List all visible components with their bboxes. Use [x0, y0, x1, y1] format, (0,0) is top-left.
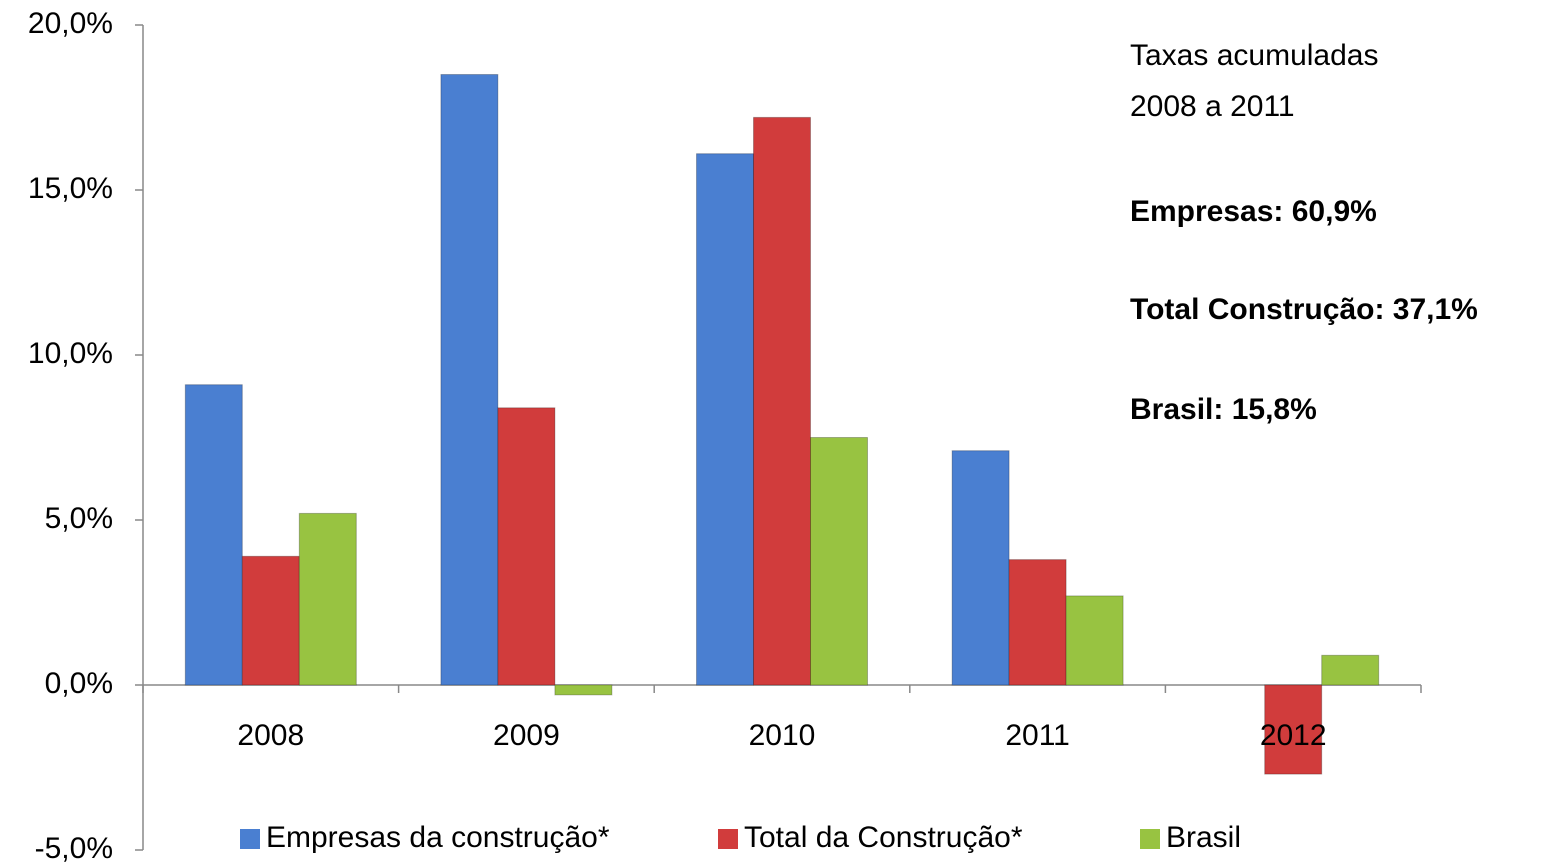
legend-swatch [240, 829, 260, 849]
y-tick-label: -5,0% [35, 832, 113, 865]
bar [696, 153, 754, 686]
y-tick-label: 10,0% [28, 337, 113, 370]
bar [951, 450, 1010, 686]
y-tick-label: 5,0% [45, 502, 113, 535]
x-tick-label: 2012 [1260, 719, 1327, 752]
bar [1065, 595, 1124, 686]
y-tick-label: 15,0% [28, 172, 113, 205]
legend-label: Total da Construção* [744, 821, 1023, 854]
bar [241, 555, 300, 686]
annotation: Total Construção: 37,1% [1130, 293, 1478, 326]
bar [554, 684, 613, 696]
y-tick-label: 20,0% [28, 7, 113, 40]
annotation: Brasil: 15,8% [1130, 393, 1317, 426]
bar [753, 116, 811, 686]
x-tick-label: 2011 [1005, 719, 1070, 752]
bar [440, 74, 499, 686]
bar [184, 384, 243, 686]
annotation: 2008 a 2011 [1130, 90, 1295, 123]
x-tick-label: 2009 [493, 719, 560, 752]
bar [497, 407, 556, 686]
bar [1008, 559, 1067, 686]
legend-swatch [1140, 829, 1160, 849]
annotation: Taxas acumuladas [1130, 39, 1378, 72]
legend-label: Empresas da construção* [266, 821, 610, 854]
y-tick-label: 0,0% [45, 667, 113, 700]
annotation: Empresas: 60,9% [1130, 195, 1377, 228]
legend-label: Brasil [1166, 821, 1241, 854]
bar [1264, 684, 1323, 775]
bar [298, 512, 357, 686]
legend-swatch [718, 829, 738, 849]
bar [1321, 654, 1380, 686]
x-tick-label: 2010 [749, 719, 816, 752]
bar [810, 437, 868, 686]
x-tick-label: 2008 [237, 719, 304, 752]
